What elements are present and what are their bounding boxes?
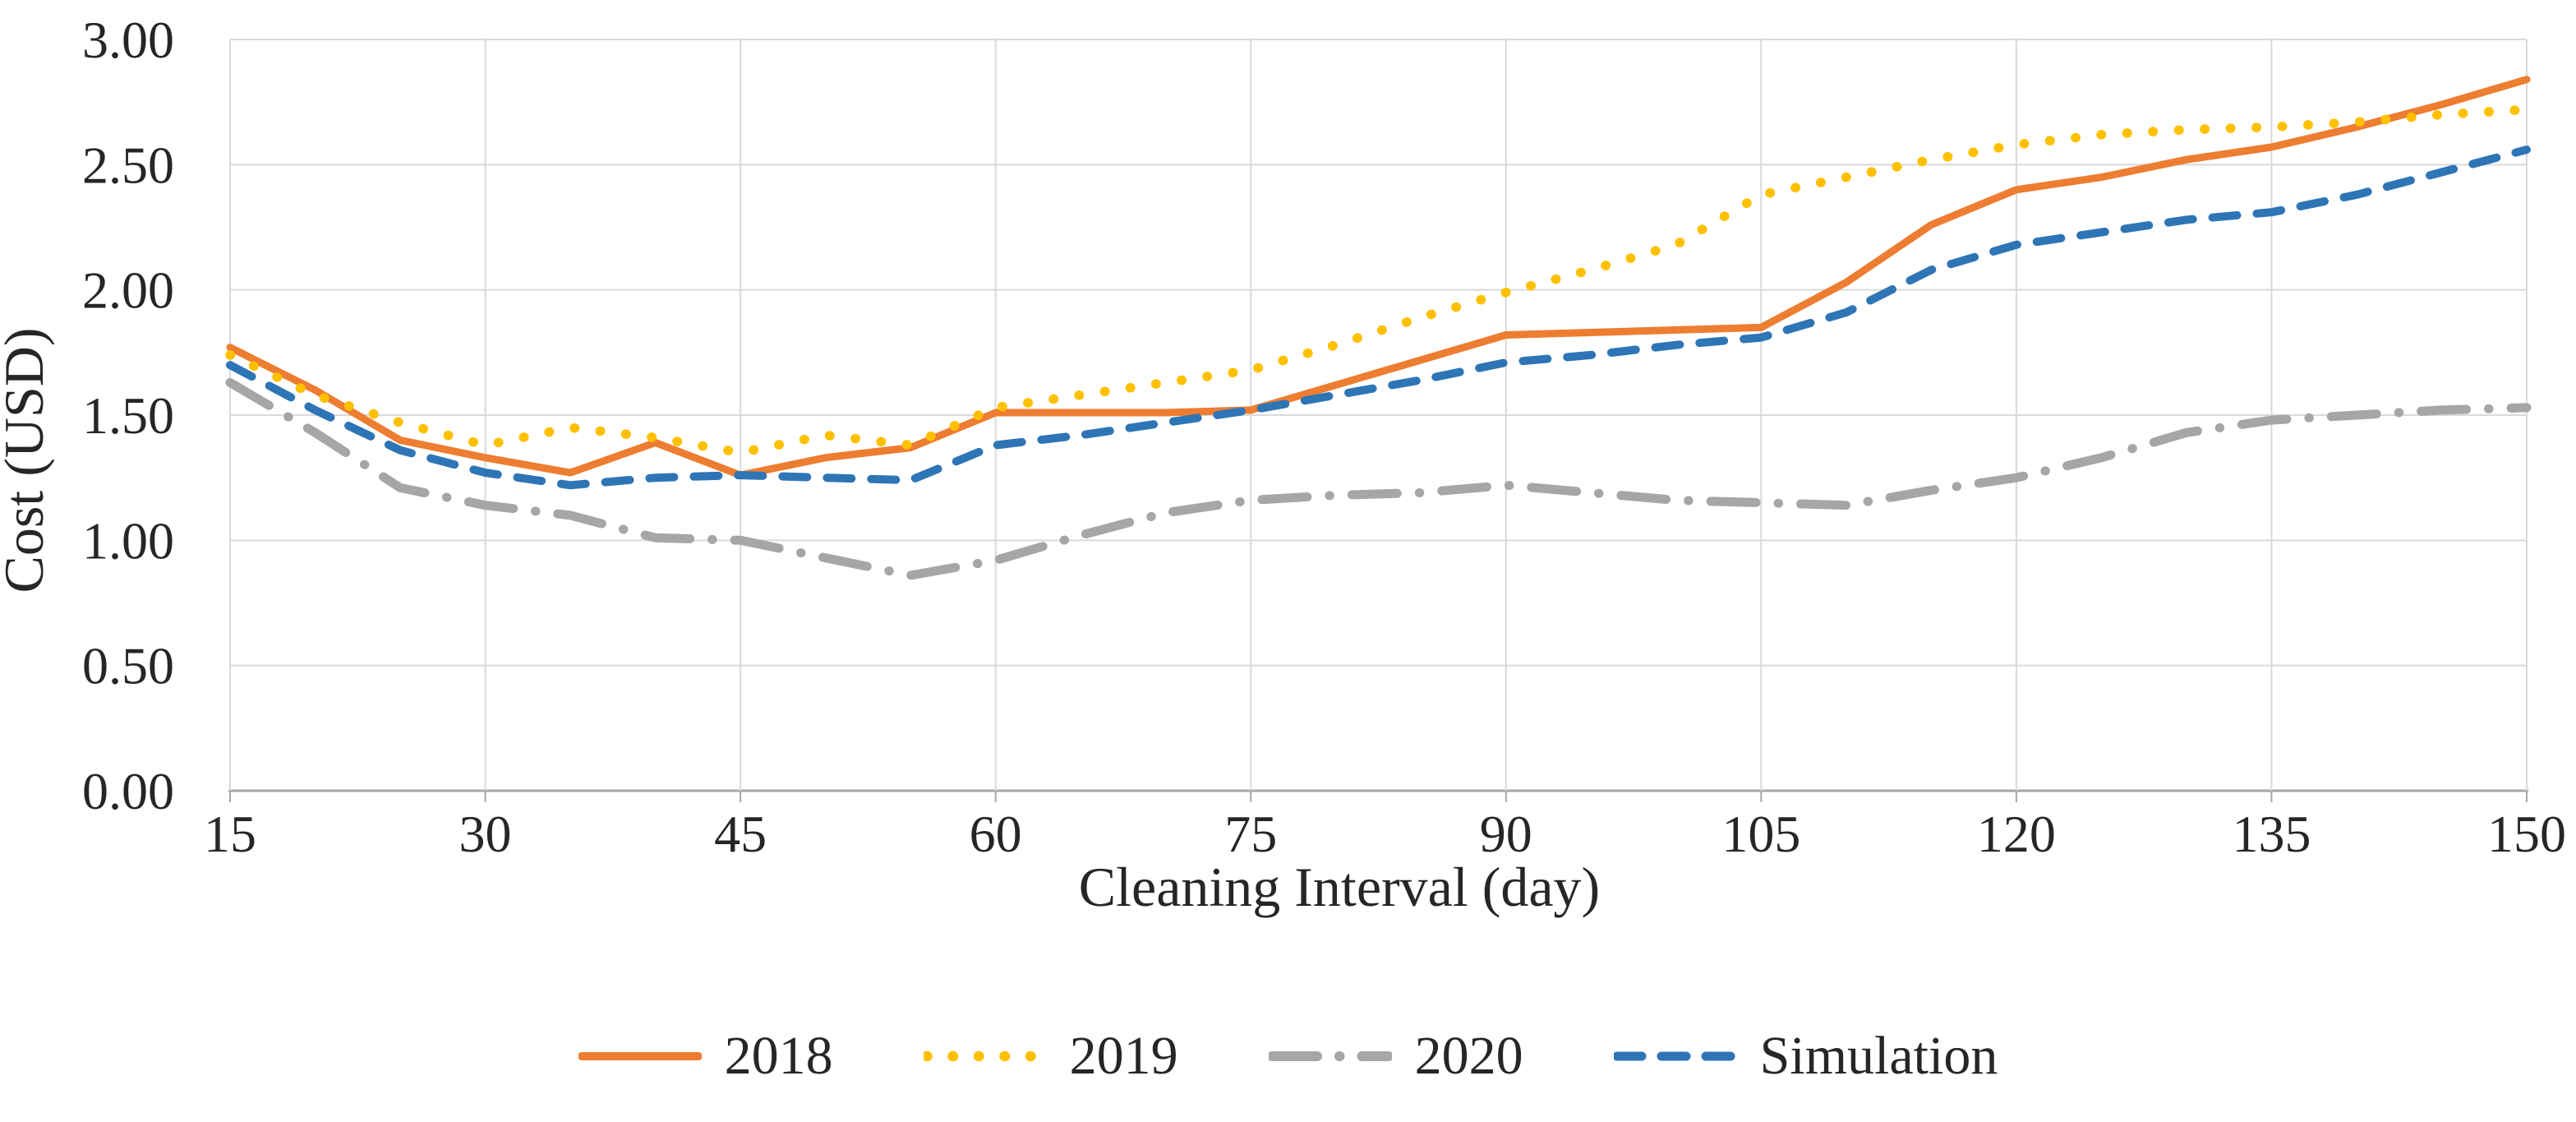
svg-text:1.50: 1.50: [82, 386, 174, 445]
axis-ticks: [229, 791, 2528, 802]
svg-text:2.50: 2.50: [82, 136, 174, 194]
legend-item-2018: 2018: [578, 1029, 833, 1083]
series-line-2018: [226, 76, 2531, 479]
svg-text:45: 45: [714, 805, 767, 863]
svg-text:60: 60: [970, 805, 1022, 863]
series-line-simulation: [226, 145, 2531, 490]
series-line-2019: [225, 104, 2532, 458]
svg-text:75: 75: [1224, 805, 1277, 863]
legend-label-2018: 2018: [724, 1026, 833, 1086]
axis-tick-labels: 0.00 0.50 1.00 1.50 2.00 2.50 3.00 15 30 45 60 75 90…: [82, 11, 2566, 863]
svg-text:105: 105: [1721, 805, 1800, 863]
svg-text:3.00: 3.00: [82, 11, 174, 69]
svg-text:120: 120: [1977, 805, 2056, 863]
legend-line-sample-2019: [923, 1050, 1047, 1062]
svg-text:0.00: 0.00: [82, 762, 174, 820]
legend-line-sample-2020: [1268, 1051, 1392, 1061]
series-line-2020: [225, 377, 2532, 580]
chart-legend: 2018 2019 2020 Simulation: [0, 1029, 2576, 1083]
legend-item-2020: 2020: [1268, 1026, 1523, 1086]
legend-line-sample-simulation: [1613, 1051, 1737, 1061]
gridlines: [228, 39, 2528, 792]
svg-text:90: 90: [1480, 805, 1532, 863]
svg-text:135: 135: [2232, 805, 2311, 863]
x-axis-title: Cleaning Interval (day): [1079, 856, 1600, 918]
legend-item-2019: 2019: [923, 1026, 1178, 1086]
svg-text:30: 30: [459, 805, 512, 863]
svg-text:0.50: 0.50: [82, 637, 174, 695]
svg-text:1.00: 1.00: [82, 511, 174, 570]
svg-text:2.00: 2.00: [82, 261, 174, 320]
legend-label-2020: 2020: [1414, 1026, 1523, 1086]
svg-text:150: 150: [2487, 805, 2566, 863]
y-axis-title: Cost (USD): [0, 327, 55, 593]
data-series: [225, 76, 2532, 580]
legend-label-2019: 2019: [1069, 1026, 1178, 1086]
legend-label-simulation: Simulation: [1759, 1026, 1998, 1086]
svg-text:15: 15: [204, 805, 256, 863]
legend-line-sample-2018: [578, 1052, 702, 1060]
legend-item-simulation: Simulation: [1613, 1026, 1998, 1086]
